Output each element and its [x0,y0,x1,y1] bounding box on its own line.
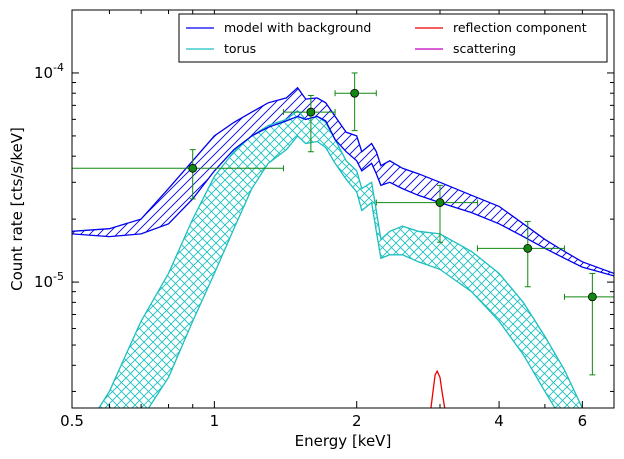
data-point [375,184,478,243]
plot-area [72,72,614,408]
legend-box [178,13,608,63]
data-marker [350,88,360,98]
band-upper-line-0 [72,86,614,275]
band-lower-line-0 [72,115,614,277]
band-upper-line-1 [98,109,583,408]
x-tick-label: 1 [210,412,220,430]
x-tick-label: 4 [494,412,504,430]
data-point [72,149,284,200]
y-tick-label: 10-4 [34,61,64,82]
data-point [334,72,377,132]
legend-label-scattering: scattering [453,41,516,56]
plot-frame [71,9,615,409]
band-fill-0 [72,87,614,276]
data-marker [306,107,316,117]
y-tick-label: 10-5 [34,270,64,291]
legend: model with background torus reflection c… [178,13,608,63]
x-tick-label: 2 [352,412,362,430]
data-point [282,95,336,153]
legend-label-torus: torus [224,41,256,56]
legend-label-reflection: reflection component [453,20,587,35]
y-axis-label: Count rate [cts/s/keV] [8,127,26,291]
data-marker [523,243,533,253]
band-lower-line-1 [147,134,556,408]
legend-label-model: model with background [224,20,371,35]
data-point [476,220,565,288]
data-point [563,272,614,376]
x-axis-label: Energy [keV] [295,432,392,450]
data-marker [435,198,445,207]
y-tick-labels: 10-5 10-4 [34,61,64,291]
data-marker [188,163,198,173]
x-tick-label: 6 [578,412,588,430]
band-fill-1 [98,110,583,408]
x-tick-label: 0.5 [60,412,84,430]
x-tick-labels: 0.5 1 2 4 6 [60,412,587,430]
reflection-line [430,369,446,408]
data-marker [587,292,597,302]
